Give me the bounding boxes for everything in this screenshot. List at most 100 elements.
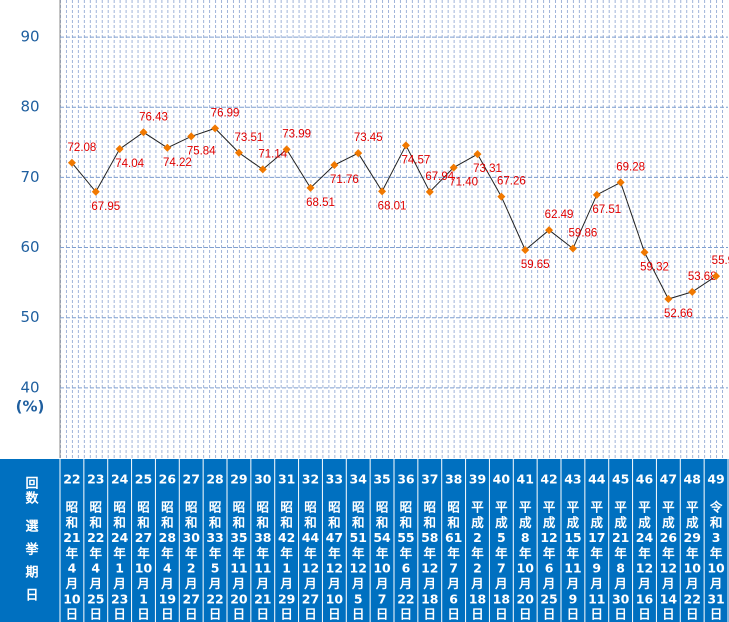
date-part: 7: [378, 591, 387, 606]
data-label: 76.99: [211, 107, 240, 119]
date-part: 4: [91, 561, 100, 576]
data-label: 69.28: [616, 161, 645, 173]
date-part: 19: [159, 591, 176, 606]
date-part: 和: [256, 515, 270, 530]
date-header: 選挙期日: [23, 518, 40, 611]
date-part: 日: [424, 607, 437, 622]
x-tick-label: 41: [517, 472, 534, 487]
date-part: 和: [208, 515, 222, 530]
date-part: 12: [660, 561, 677, 576]
date-part: 月: [89, 576, 103, 591]
data-label: 72.08: [68, 142, 97, 154]
date-part: 2: [473, 530, 482, 545]
date-part: 年: [567, 545, 580, 560]
date-part: 月: [327, 576, 341, 591]
data-label: 74.57: [402, 154, 431, 166]
date-part: 年: [304, 545, 317, 560]
data-label: 67.26: [497, 176, 526, 188]
date-part: 11: [564, 561, 581, 576]
date-part: 21: [612, 530, 629, 545]
date-part: 月: [112, 576, 126, 591]
x-tick-label: 37: [421, 472, 438, 487]
date-part: 昭: [352, 500, 365, 515]
date-part: 年: [66, 545, 79, 560]
x-tick-label: 34: [350, 472, 368, 487]
date-part: 月: [232, 576, 246, 591]
date-part: 月: [136, 576, 150, 591]
data-label: 67.95: [91, 201, 120, 213]
date-part: 日: [495, 607, 508, 622]
date-part: 11: [230, 561, 247, 576]
date-part: 年: [424, 545, 437, 560]
date-part: 23: [111, 591, 128, 606]
x-tick-label: 24: [111, 472, 129, 487]
date-part: 11: [254, 561, 271, 576]
date-part: 18: [493, 591, 510, 606]
date-part: 44: [302, 530, 320, 545]
line: [71, 127, 717, 300]
marker: [354, 149, 363, 158]
date-part: 年: [543, 545, 556, 560]
date-part: 昭: [328, 500, 341, 515]
x-tick-label: 48: [684, 472, 701, 487]
date-part: 年: [280, 545, 293, 560]
date-part: 25: [87, 591, 104, 606]
date-part: 21: [63, 530, 80, 545]
date-part: 47: [326, 530, 343, 545]
y-axis-label: (%): [16, 398, 45, 416]
date-part: 33: [206, 530, 223, 545]
date-part: 5: [497, 530, 506, 545]
marker: [425, 187, 434, 196]
date-part: 月: [279, 576, 293, 591]
date-part: 15: [564, 530, 581, 545]
x-tick-label: 38: [445, 472, 462, 487]
marker: [187, 132, 196, 141]
date-part: 日: [257, 607, 270, 622]
date-part: 51: [350, 530, 367, 545]
date-part: 月: [399, 576, 413, 591]
x-tick-label: 47: [660, 472, 677, 487]
date-part: 61: [445, 530, 462, 545]
data-label: 73.31: [473, 163, 502, 175]
table-background: [0, 458, 729, 622]
date-part: 平: [567, 500, 580, 515]
date-part: 24: [636, 530, 654, 545]
date-part: 成: [662, 515, 675, 530]
date-part: 日: [233, 607, 246, 622]
date-part: 成: [638, 515, 651, 530]
date-part: 昭: [280, 500, 293, 515]
date-part: 月: [184, 576, 198, 591]
x-tick-label: 26: [159, 472, 177, 487]
marker: [592, 190, 601, 199]
data-label: 68.51: [306, 197, 335, 209]
date-part: 月: [542, 576, 556, 591]
date-part: 日: [280, 607, 293, 622]
date-part: 年: [137, 545, 150, 560]
date-part: 年: [495, 545, 508, 560]
marker: [91, 187, 100, 196]
date-part: 20: [230, 591, 248, 606]
y-tick-label: 60: [20, 238, 39, 256]
date-part: 日: [376, 607, 389, 622]
marker: [330, 161, 339, 170]
date-part: 和: [184, 515, 198, 530]
date-part: 日: [66, 607, 79, 622]
data-label: 71.14: [258, 148, 287, 160]
date-part: 4: [68, 561, 77, 576]
x-tick-label: 33: [326, 472, 343, 487]
date-part: 月: [375, 576, 389, 591]
date-part: 27: [135, 530, 152, 545]
marker: [473, 150, 482, 159]
marker: [640, 248, 649, 257]
date-part: 日: [591, 607, 604, 622]
date-part: 日: [567, 607, 580, 622]
date-part: 年: [662, 545, 675, 560]
date-part: 平: [471, 500, 484, 515]
date-part: 日: [90, 607, 103, 622]
date-part: 日: [471, 607, 484, 622]
date-part: 2: [187, 561, 196, 576]
marker: [378, 187, 387, 196]
date-part: 3: [712, 530, 721, 545]
marker: [258, 165, 267, 174]
date-part: 昭: [447, 500, 460, 515]
